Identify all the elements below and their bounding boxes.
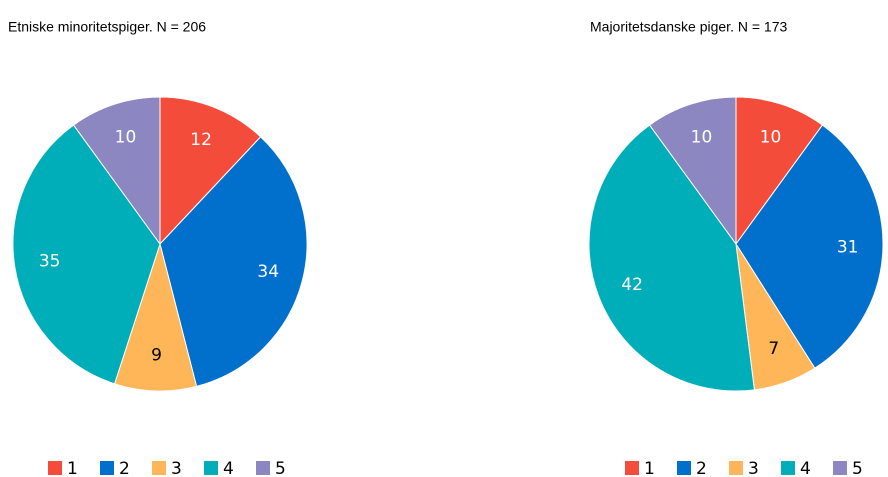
legend-label: 1 [644,459,655,477]
pie-slice [159,96,262,246]
pie-slice [72,96,161,246]
chart-title: Majoritetsdanske piger. N = 173 [590,19,787,35]
data-label: 31 [837,238,859,258]
legend-label: 5 [852,459,863,477]
legend-swatch [781,461,795,475]
legend-label: 3 [748,459,759,477]
pie-slice [648,96,737,246]
legend-label: 4 [223,459,234,477]
legend-swatch [48,461,62,475]
legend-swatch [100,461,114,475]
data-label: 34 [257,262,279,282]
pie-slice [113,242,198,392]
pie-slice [588,124,755,392]
legend-label: 1 [67,459,78,477]
data-label: 7 [768,339,779,359]
legend-swatch [152,461,166,475]
legend-swatch [204,461,218,475]
legend-label: 5 [275,459,286,477]
legend-label: 3 [171,459,182,477]
legend-swatch [833,461,847,475]
pie-slice [12,124,161,385]
legend-swatch [256,461,270,475]
pie-slice [735,124,884,369]
pie-slice [735,96,824,246]
legend-label: 2 [119,459,130,477]
legend-label: 2 [696,459,707,477]
data-label: 10 [760,128,782,148]
data-label: 10 [115,128,137,148]
legend-swatch [625,461,639,475]
chart-title: Etniske minoritetspiger. N = 206 [8,19,206,35]
data-label: 12 [190,130,212,150]
data-label: 10 [691,128,713,148]
legend-swatch [677,461,691,475]
legend-swatch [729,461,743,475]
data-label: 9 [151,346,162,366]
data-label: 35 [39,251,61,271]
legend-label: 4 [800,459,811,477]
pie-slice [159,136,308,387]
data-label: 42 [621,275,643,295]
